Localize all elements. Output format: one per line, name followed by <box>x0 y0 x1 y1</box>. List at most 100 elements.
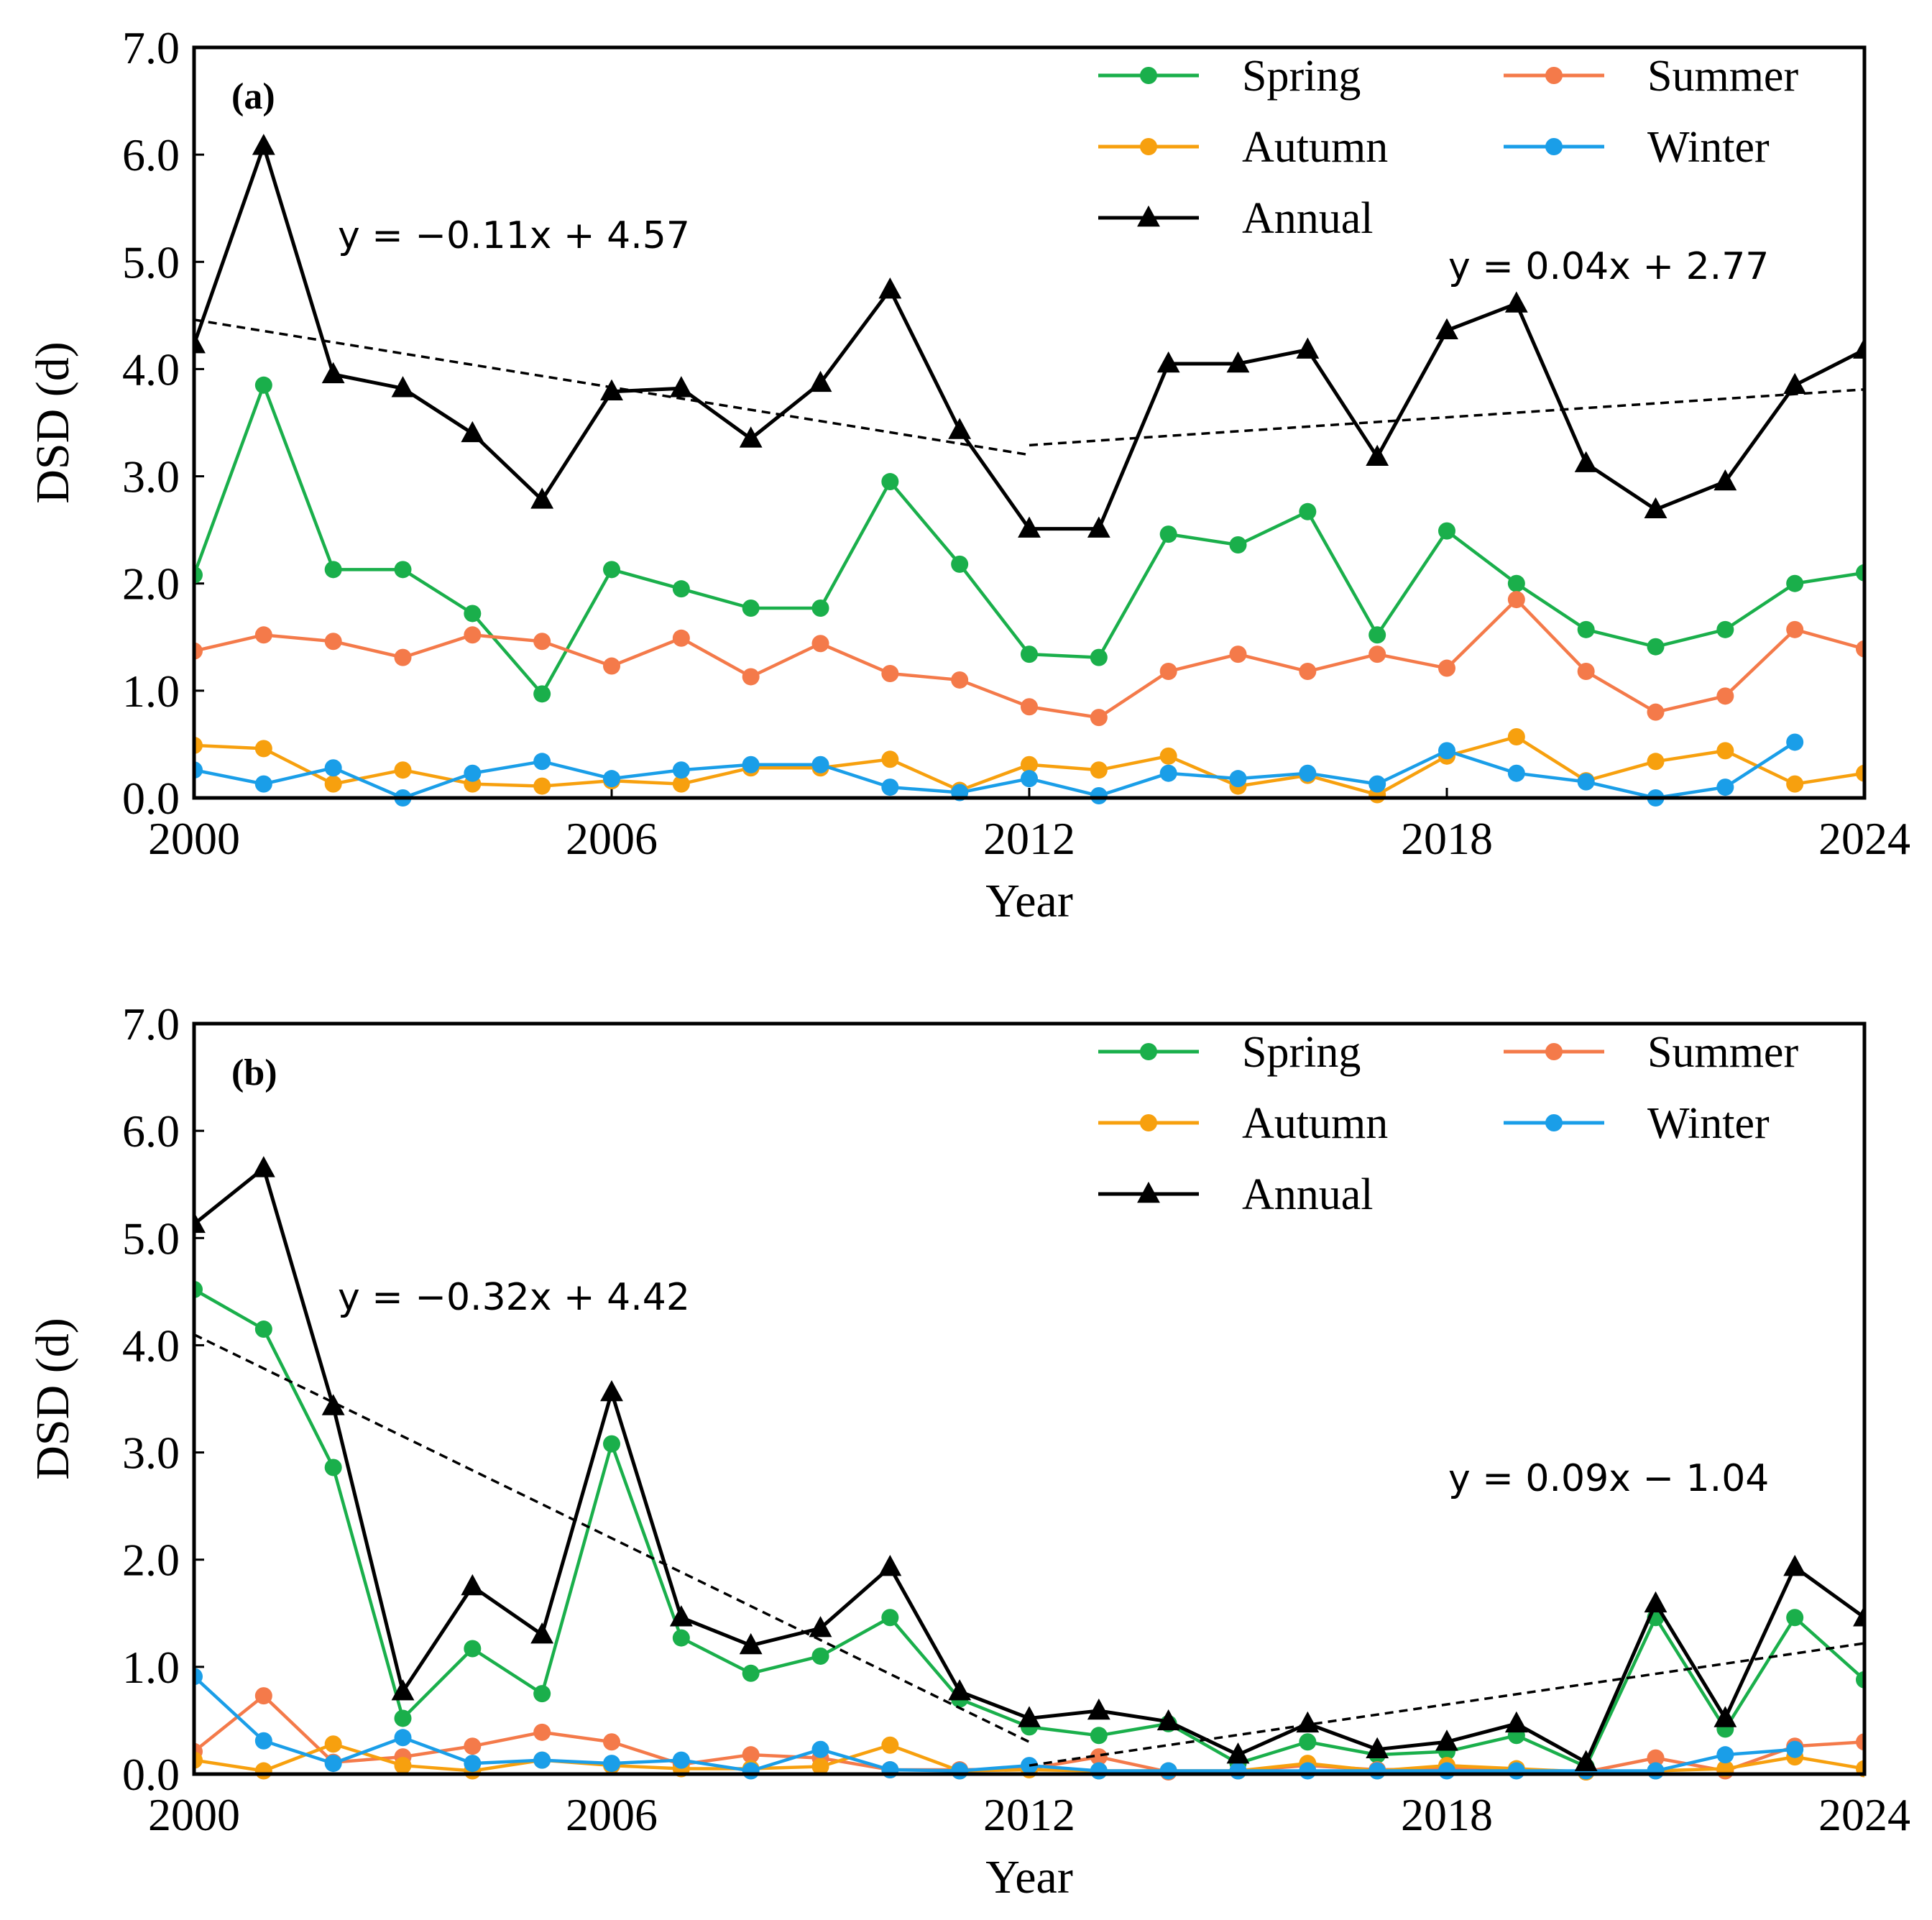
x-tick-label: 2000 <box>148 1789 240 1840</box>
data-point-winter <box>194 1668 203 1686</box>
data-point-winter <box>1229 770 1247 788</box>
data-point-summer <box>1507 591 1525 609</box>
data-point-spring <box>1021 646 1038 663</box>
data-point-summer <box>464 626 482 644</box>
y-axis-title: DSD (d) <box>27 341 79 504</box>
data-point-summer <box>1021 698 1038 716</box>
data-point-annual <box>1574 451 1598 472</box>
data-point-annual <box>461 421 484 443</box>
data-point-annual <box>948 1679 972 1701</box>
data-point-summer <box>1716 687 1734 705</box>
data-point-spring <box>533 685 551 703</box>
data-point-annual <box>461 1574 484 1596</box>
data-point-spring <box>194 566 203 584</box>
data-point-spring <box>1647 638 1665 656</box>
data-point-spring <box>324 1459 342 1476</box>
data-point-winter <box>464 1755 482 1773</box>
data-point-summer <box>742 1746 760 1764</box>
data-point-spring <box>1090 1727 1108 1745</box>
data-point-winter <box>603 770 620 788</box>
x-axis-title: Year <box>985 875 1073 927</box>
data-point-winter <box>1299 764 1317 782</box>
x-tick-label: 2012 <box>983 813 1075 864</box>
data-point-summer <box>394 648 412 666</box>
trend-line <box>194 318 1030 456</box>
data-point-annual <box>391 1679 415 1701</box>
data-point-annual <box>1853 337 1864 359</box>
x-tick-label: 2012 <box>983 1789 1075 1840</box>
data-point-annual <box>600 379 623 400</box>
data-point-annual <box>739 1632 763 1655</box>
legend-entry-summer: Summer <box>1504 52 1798 101</box>
data-point-winter <box>881 778 899 796</box>
data-point-spring <box>1159 525 1177 543</box>
data-point-spring <box>1856 564 1864 582</box>
data-point-autumn <box>1090 761 1108 779</box>
legend-entry-spring: Spring <box>1098 1028 1361 1077</box>
legend-entry-autumn: Autumn <box>1098 1099 1388 1148</box>
data-point-winter <box>603 1755 620 1773</box>
data-point-spring <box>742 600 760 617</box>
legend-marker <box>1545 67 1563 84</box>
data-point-annual <box>1435 318 1458 339</box>
data-point-summer <box>1159 663 1177 681</box>
data-point-autumn <box>881 1736 899 1754</box>
plot-frame <box>192 45 1867 800</box>
data-point-annual <box>1783 372 1807 395</box>
data-point-autumn <box>194 1751 203 1769</box>
panel-b: 0.0 1.0 2.0 3.0 4.0 5.0 6.0 7.0 2000 2006 2012 2018… <box>27 998 1910 1903</box>
data-point-annual <box>1018 516 1041 538</box>
data-point-winter <box>1090 787 1108 805</box>
data-point-summer <box>1647 1749 1665 1767</box>
data-point-spring <box>1716 620 1734 638</box>
data-point-spring <box>881 473 899 491</box>
data-point-spring <box>324 561 342 579</box>
data-point-winter <box>254 775 272 793</box>
data-point-summer <box>811 635 829 653</box>
data-point-spring <box>194 1280 203 1298</box>
data-point-annual <box>600 1379 623 1402</box>
data-point-annual <box>1714 1706 1737 1727</box>
x-tick-label: 2018 <box>1401 1789 1493 1840</box>
trend-line <box>1029 1642 1864 1767</box>
y-tick-label: 1.0 <box>122 1642 180 1693</box>
data-point-annual <box>1296 1711 1320 1733</box>
data-point-winter <box>1299 1762 1317 1780</box>
legend-entry-autumn: Autumn <box>1098 123 1388 172</box>
data-point-autumn <box>1856 764 1864 782</box>
data-point-summer <box>1786 620 1804 638</box>
trend-line <box>194 1333 1030 1743</box>
data-point-autumn <box>324 775 342 793</box>
data-point-summer <box>1577 663 1595 681</box>
data-point-annual <box>669 1605 693 1627</box>
legend-entry-spring: Spring <box>1098 52 1361 101</box>
legend-marker <box>1545 138 1563 155</box>
data-point-summer <box>1856 1733 1864 1751</box>
data-point-autumn <box>533 777 551 795</box>
legend-marker <box>1140 1114 1157 1131</box>
data-point-summer <box>1090 709 1108 727</box>
y-tick-label: 6.0 <box>122 1106 180 1157</box>
data-point-spring <box>1786 1609 1804 1627</box>
legend-label: Autumn <box>1242 1099 1388 1148</box>
data-point-spring <box>881 1609 899 1627</box>
data-point-winter <box>1159 1762 1177 1780</box>
data-point-annual <box>1018 1706 1041 1727</box>
data-point-autumn <box>254 740 272 758</box>
data-point-autumn <box>1507 727 1525 745</box>
legend-label: Spring <box>1242 52 1361 101</box>
data-point-autumn <box>1159 747 1177 765</box>
series-line-winter <box>194 1675 1795 1773</box>
data-point-summer <box>1229 646 1247 663</box>
data-point-summer <box>951 671 969 689</box>
data-point-annual <box>1783 1555 1807 1576</box>
data-point-annual <box>252 1156 275 1177</box>
data-point-spring <box>672 580 690 598</box>
data-point-winter <box>672 1751 690 1769</box>
y-tick-label: 3.0 <box>122 451 180 502</box>
data-point-annual <box>1504 291 1528 313</box>
legend-marker <box>1137 1181 1160 1203</box>
y-axis-title: DSD (d) <box>27 1318 79 1480</box>
x-tick-label: 2024 <box>1818 813 1910 864</box>
